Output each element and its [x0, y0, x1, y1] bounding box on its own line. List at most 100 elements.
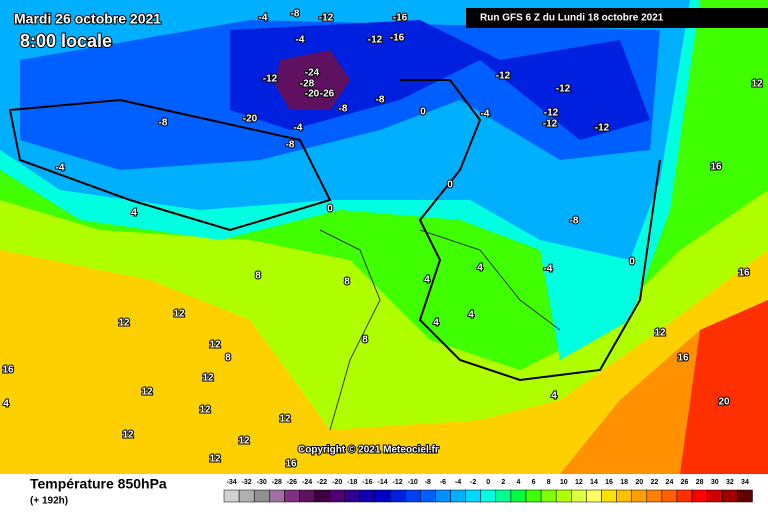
legend-swatch — [359, 489, 376, 503]
map-label: 12 — [173, 309, 185, 320]
legend-swatch — [465, 489, 481, 503]
map-label: 16 — [710, 162, 722, 173]
legend-tick-label: -34 — [226, 479, 236, 486]
legend-swatch — [374, 489, 391, 503]
legend-swatch — [495, 489, 512, 503]
legend-tick-label: 12 — [575, 479, 583, 486]
legend-swatch — [223, 489, 240, 503]
map-label: 12 — [202, 373, 214, 384]
map-label: -12 — [556, 84, 571, 95]
legend-swatch — [420, 489, 436, 503]
legend-tick-label: -22 — [317, 479, 327, 486]
map-label: 16 — [285, 459, 297, 470]
map-label: -20 — [305, 89, 320, 100]
legend-tick-label: -8 — [425, 479, 431, 486]
map-label: -16 — [390, 33, 405, 44]
legend-tick-label: 0 — [486, 479, 490, 486]
legend-tick-label: -24 — [302, 479, 312, 486]
map-label: 12 — [122, 430, 134, 441]
map-label: -12 — [496, 71, 511, 82]
legend-swatch — [344, 489, 361, 503]
legend-swatch — [616, 489, 632, 503]
map-label: -12 — [595, 123, 610, 134]
time-title: 8:00 locale — [20, 31, 112, 51]
legend-tick-label: 2 — [501, 479, 505, 486]
map-label: 8 — [225, 353, 231, 364]
map-label: 12 — [654, 328, 666, 339]
legend-tick-label: 28 — [696, 479, 704, 486]
legend-swatch — [737, 489, 753, 503]
legend-tick-label: 20 — [635, 479, 643, 486]
map-label: 0 — [629, 257, 635, 268]
map-label: -4 — [259, 13, 268, 24]
footer-title: Température 850hPa — [30, 476, 167, 492]
map-label: 12 — [209, 340, 221, 351]
map-label: 8 — [255, 271, 261, 282]
legend-tick-label: 30 — [711, 479, 719, 486]
legend-tick-label: -4 — [455, 479, 461, 486]
legend-tick-label: 24 — [666, 479, 674, 486]
legend-swatch — [555, 489, 572, 503]
map-label: -24 — [305, 68, 320, 79]
legend-tick-label: -18 — [347, 479, 357, 486]
legend-tick-label: 10 — [560, 479, 568, 486]
legend-swatch — [435, 489, 451, 503]
footer-lead: (+ 192h) — [30, 496, 68, 507]
map-label: -26 — [320, 89, 335, 100]
legend-swatch — [253, 489, 270, 503]
map-label: -12 — [543, 119, 558, 130]
map-label: 12 — [209, 454, 221, 465]
legend-swatch — [269, 489, 285, 503]
run-banner — [466, 8, 768, 28]
map-label: -16 — [393, 13, 408, 24]
legend-tick-label: -12 — [393, 479, 403, 486]
legend-tick-label: 32 — [726, 479, 734, 486]
map-label: 0 — [447, 180, 453, 191]
legend-swatch — [540, 489, 557, 503]
legend-tick-label: 8 — [547, 479, 551, 486]
legend-tick-label: 16 — [605, 479, 613, 486]
legend-swatch — [284, 489, 300, 503]
map-label: -12 — [544, 108, 559, 119]
legend-tick-label: 34 — [741, 479, 749, 486]
legend-tick-label: 4 — [516, 479, 520, 486]
map-label: -8 — [570, 216, 579, 227]
map-label: -8 — [291, 9, 300, 20]
map-background — [0, 0, 768, 474]
map-label: 4 — [131, 208, 137, 219]
legend-tick-label: -30 — [257, 479, 267, 486]
map-label: 4 — [477, 263, 483, 274]
map-label: 16 — [2, 365, 14, 376]
legend-tick-label: -28 — [272, 479, 282, 486]
map-label: -12 — [319, 13, 334, 24]
map-label: -12 — [263, 74, 278, 85]
map-label: -4 — [294, 123, 303, 134]
legend-swatch — [601, 489, 617, 503]
legend-swatch — [389, 489, 406, 503]
legend-tick-label: -26 — [287, 479, 297, 486]
legend-tick-label: -6 — [440, 479, 446, 486]
map-label: -28 — [300, 79, 315, 90]
map-label: -8 — [339, 104, 348, 115]
legend-swatch — [646, 489, 663, 503]
map-label: 12 — [199, 405, 211, 416]
legend-swatch — [404, 489, 421, 503]
map-label: 8 — [344, 277, 350, 288]
legend-tick-label: -10 — [408, 479, 418, 486]
legend-swatch — [691, 489, 708, 503]
map-label: 8 — [362, 335, 368, 346]
legend-swatch — [238, 489, 255, 503]
map-label: 12 — [118, 318, 130, 329]
map-label: -8 — [286, 140, 295, 151]
legend-tick-label: -32 — [242, 479, 252, 486]
map-label: -4 — [296, 35, 305, 46]
map-label: 4 — [424, 275, 430, 286]
map-label: 12 — [238, 436, 250, 447]
map-label: 12 — [751, 79, 763, 90]
run-text: Run GFS 6 Z du Lundi 18 octobre 2021 — [480, 13, 664, 24]
map-label: 4 — [433, 318, 439, 329]
map-label: -12 — [368, 35, 383, 46]
legend-tick-label: 18 — [620, 479, 628, 486]
legend-swatch — [525, 489, 542, 503]
